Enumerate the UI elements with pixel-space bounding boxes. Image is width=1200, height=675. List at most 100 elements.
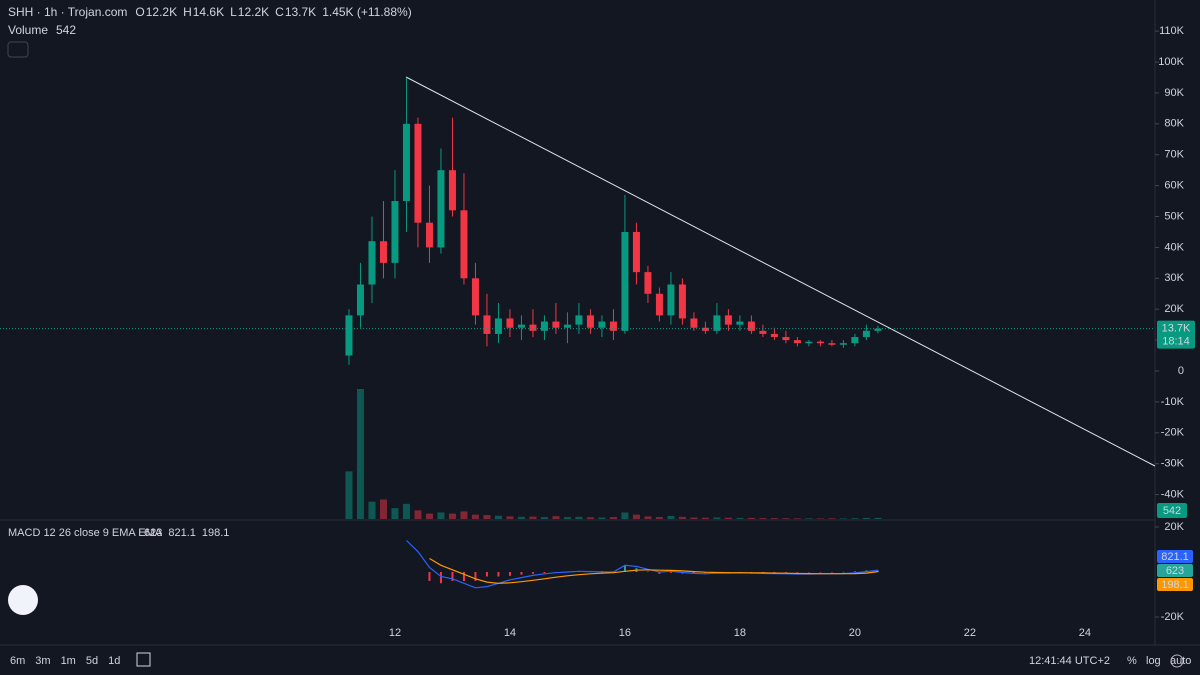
x-tick-label: 14: [504, 627, 516, 639]
histogram-bar: [761, 572, 764, 573]
candle-body: [368, 241, 376, 285]
x-tick-label: 12: [389, 627, 401, 639]
volume-bar: [586, 517, 594, 519]
candle-body: [632, 231, 640, 273]
volume-bar: [828, 518, 836, 519]
histogram-bar: [439, 572, 442, 584]
y-tick-label: -20K: [1161, 611, 1185, 623]
range-button[interactable]: 6m: [10, 655, 25, 667]
histogram-bar: [773, 572, 776, 573]
ohlc-value: 14.6K: [193, 5, 224, 19]
volume-bar: [437, 512, 445, 519]
y-tick-label: -20K: [1161, 427, 1185, 439]
candle-body: [782, 337, 790, 341]
volume-bar: [598, 517, 606, 519]
candle-body: [425, 222, 433, 248]
range-button[interactable]: 1d: [108, 655, 120, 667]
value-badge: [1157, 564, 1193, 577]
candle-body: [701, 327, 709, 331]
histogram-bar: [623, 565, 626, 573]
candle-body: [540, 321, 548, 331]
volume-bar: [816, 518, 824, 519]
candle-body: [437, 170, 445, 248]
trend-line: [405, 76, 1156, 467]
price-badge: [1157, 320, 1195, 349]
legend-entry: 821.1: [168, 527, 196, 539]
candle-body: [621, 231, 629, 331]
logo[interactable]: [8, 585, 38, 615]
candle-body: [356, 284, 364, 316]
y-tick-label: -30K: [1161, 458, 1185, 470]
log-toggle[interactable]: log: [1146, 655, 1161, 667]
volume-bar: [770, 518, 778, 519]
volume-bar: [805, 518, 813, 519]
date-range-icon[interactable]: [136, 652, 151, 667]
volume-bar: [448, 513, 456, 519]
candle-body: [448, 170, 456, 211]
candle-body: [816, 341, 824, 344]
volume-bar: [839, 518, 847, 519]
candle-body: [563, 324, 571, 328]
volume-value: 542: [56, 23, 76, 37]
volume-bar: [563, 517, 571, 519]
legend-entry: 623: [144, 527, 162, 539]
candle-body: [517, 324, 525, 328]
x-tick-label: 22: [964, 627, 976, 639]
volume-bar: [782, 518, 790, 519]
candle-body: [736, 321, 744, 325]
histogram-bar: [497, 572, 500, 577]
volume-bar: [759, 518, 767, 519]
ohlc-value: 12.2K: [146, 5, 177, 19]
histogram-bar: [784, 572, 787, 573]
symbol: SHH · 1h · Trojan.com: [8, 5, 127, 19]
candle-body: [724, 315, 732, 325]
histogram-bar: [462, 572, 465, 582]
volume-label: Volume: [8, 23, 48, 37]
candle-body: [575, 315, 583, 325]
histogram-bar: [796, 572, 799, 573]
candle-body: [713, 315, 721, 331]
histogram-bar: [658, 572, 661, 574]
volume-bar: [402, 503, 410, 519]
auto-toggle[interactable]: auto: [1170, 655, 1191, 667]
volume-bar: [874, 517, 882, 519]
histogram-bar: [531, 572, 534, 574]
y-tick-label: 80K: [1164, 118, 1184, 130]
y-tick-label: -10K: [1161, 396, 1185, 408]
y-tick-label: 90K: [1164, 87, 1184, 99]
candle-body: [667, 284, 675, 316]
y-tick-label: 100K: [1158, 56, 1184, 68]
volume-bar: [575, 516, 583, 519]
volume-bar: [690, 517, 698, 519]
candle-body: [402, 123, 410, 202]
histogram-bar: [819, 572, 822, 573]
x-tick-label: 24: [1079, 627, 1091, 639]
volume-bar: [552, 516, 560, 519]
volume-bar: [621, 512, 629, 519]
volume-bar: [368, 501, 376, 519]
candle-body: [609, 321, 617, 331]
change: 1.45K (+11.88%): [322, 5, 412, 19]
settings[interactable]: [1170, 654, 1184, 668]
macd-line: [429, 557, 878, 584]
value-badge-label: 198.1: [1161, 579, 1189, 591]
ohlc-label: H: [183, 5, 192, 19]
volume-bar: [724, 517, 732, 519]
ohlc-value: 13.7K: [285, 5, 316, 19]
candle-body: [747, 321, 755, 331]
y-tick-label: 0: [1178, 365, 1184, 377]
candle-body: [793, 340, 801, 344]
histogram-bar: [830, 572, 833, 573]
volume-badge-label: 542: [1163, 505, 1181, 517]
ohlc-label: O: [135, 5, 144, 19]
volume-bar: [862, 517, 870, 519]
range-button[interactable]: 1m: [61, 655, 76, 667]
range-button[interactable]: 5d: [86, 655, 98, 667]
histogram-bar: [842, 571, 845, 573]
percent-toggle[interactable]: %: [1127, 655, 1137, 667]
volume-bar: [483, 515, 491, 519]
range-button[interactable]: 3m: [35, 655, 50, 667]
collapse-button[interactable]: [7, 41, 29, 58]
value-badge: [1157, 550, 1193, 563]
